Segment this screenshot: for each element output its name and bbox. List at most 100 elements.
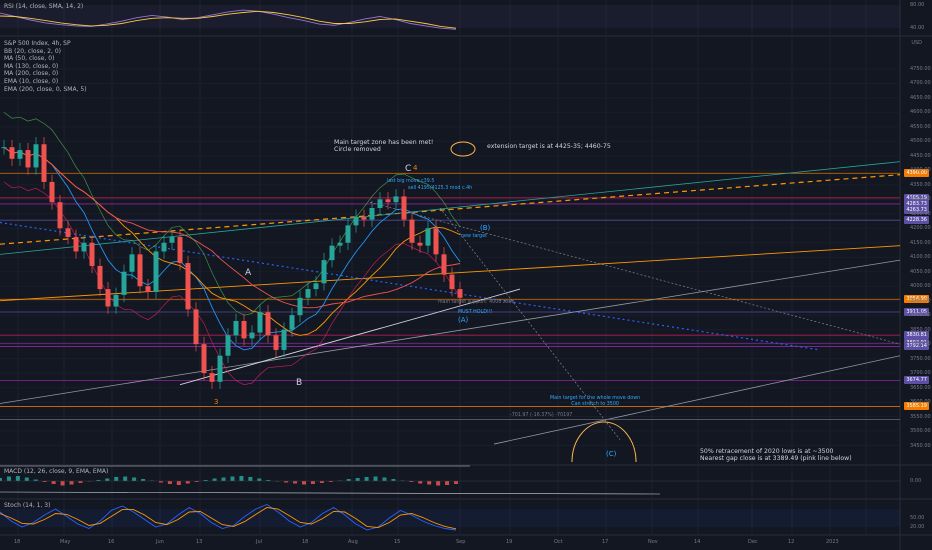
macd-bar-4 [33,479,38,481]
price-axis-label-1: 3500.00 [910,428,931,435]
price-tag-3: 4263.73 [904,205,929,214]
candle-body-30 [241,320,247,339]
candle-body-28 [225,335,231,356]
time-axis-label-6: 18 [302,539,309,545]
candle-body-3 [25,150,31,168]
candle-body-14 [113,294,119,307]
rsi-line-0 [0,9,457,30]
price-axis-label-22: 4550.00 [910,123,931,130]
macd-trendline [0,491,661,495]
macd-bar-27 [239,476,244,481]
macd-bar-33 [293,481,298,484]
rsi-line-1 [0,10,457,29]
macd-bar-49 [436,481,441,486]
stoch-title: Stoch (14, 1, 3) [4,502,51,509]
candle-body-7 [57,202,63,229]
macd-bar-48 [427,481,432,485]
macd-bar-0 [0,478,2,481]
time-axis-label-15: Dec [748,539,758,545]
price-axis-label-17: 4300.00 [910,196,931,203]
annotation-main-target-met: Main target zone has been met! Circle re… [334,139,434,154]
annotation-extension-target: extension target is at 4425-35; 4460-75 [487,143,611,150]
macd-legend: MACD (12, 26, close, 9, EMA, EMA) [4,468,108,476]
currency-label: USD [911,40,922,46]
time-axis-label-12: 17 [602,539,609,545]
time-axis-label-3: Jun [156,539,164,545]
candle-body-41 [329,245,335,261]
target-arc [571,421,637,463]
legend-item-symbol: S&P 500 Index, 4h, SP [4,40,71,47]
price-tag-9: 3792.14 [904,342,929,351]
annotation-new-target: new target [461,234,488,239]
candle-body-34 [273,335,279,350]
macd-bar-21 [185,481,190,484]
time-axis-label-11: Oct [554,539,563,545]
macd-bar-35 [310,481,315,484]
rsi-title: RSI (14, close, SMA, 14, 2) [4,3,84,10]
stoch-legend: Stoch (14, 1, 3) [4,502,50,510]
time-axis-label-7: Aug [348,539,358,545]
candle-body-53 [425,228,431,246]
stoch-line-0 [0,503,457,531]
macd-bar-25 [221,477,226,481]
legend-item-ema10: EMA (10, close, 0) [4,77,59,85]
macd-bar-8 [69,481,74,485]
candle-body-22 [177,236,183,264]
projection-path [439,207,621,440]
rsi-legend: RSI (14, close, SMA, 14, 2) [4,3,83,11]
price-tag-7: 3830.81 [904,331,929,340]
price-tag-1: 4305.19 [904,193,929,202]
price-tag-10: 3674.77 [904,376,929,385]
ma-line-2 [3,146,461,309]
candle-body-26 [209,373,215,382]
candle-body-49 [393,196,399,203]
macd-bar-6 [51,481,56,484]
time-axis-label-0: 18 [14,539,21,545]
grey-trendline-low [0,259,901,404]
annotation-tiny-1: last big move c39.5 [387,179,435,184]
candle-body-23 [185,263,191,310]
macd-bar-29 [257,478,262,481]
price-axis-label-6: 3750.00 [910,355,931,362]
time-axis-label-16: 12 [788,539,795,545]
rsi-axis-label-1: 40.00 [910,25,925,32]
macd-bar-11 [96,480,101,481]
candle-body-36 [289,315,295,330]
candle-body-6 [49,181,55,203]
price-axis-label-9: 3900.00 [910,312,931,319]
macd-bar-41 [364,477,369,481]
candle-body-47 [377,199,383,208]
candle-body-42 [337,242,343,246]
macd-bar-50 [445,481,450,485]
candle-body-4 [33,144,39,168]
macd-bar-18 [158,481,163,483]
macd-bar-43 [382,477,387,481]
stoch-axis-label-1: 20.00 [910,524,925,530]
macd-bar-34 [302,481,306,485]
price-tag-4: 4228.36 [904,216,929,225]
candle-body-39 [313,283,319,290]
wave-label-b: B [296,378,303,388]
price-axis-label-3: 3600.00 [910,399,931,406]
annotation-main-target-whole-move: Main target for the whole move down Can … [550,396,641,407]
candle-body-46 [369,208,375,220]
blue-dotted-trendline [0,221,821,351]
macd-title: MACD (12, 26, close, 9, EMA, EMA) [4,468,109,475]
macd-bar-5 [42,481,47,482]
candle-body-13 [105,289,111,307]
time-axis-label-8: 15 [394,539,401,545]
annotation-main-target-support: main target support: 4000 zone [438,300,515,305]
price-axis-label-12: 4050.00 [910,268,931,275]
price-axis-label-15: 4200.00 [910,225,931,232]
macd-bar-47 [418,481,423,484]
macd-axis-label-0: 0.00 [910,478,922,484]
candle-body-32 [257,312,263,333]
candle-body-45 [361,216,367,220]
legend-item-ma130: MA (130, close, 0) [4,62,59,70]
candle-body-20 [161,242,167,252]
macd-bar-44 [391,479,396,481]
price-axis-label-25: 4700.00 [910,80,931,87]
price-axis-label-23: 4600.00 [910,109,931,116]
candle-body-15 [121,271,127,295]
